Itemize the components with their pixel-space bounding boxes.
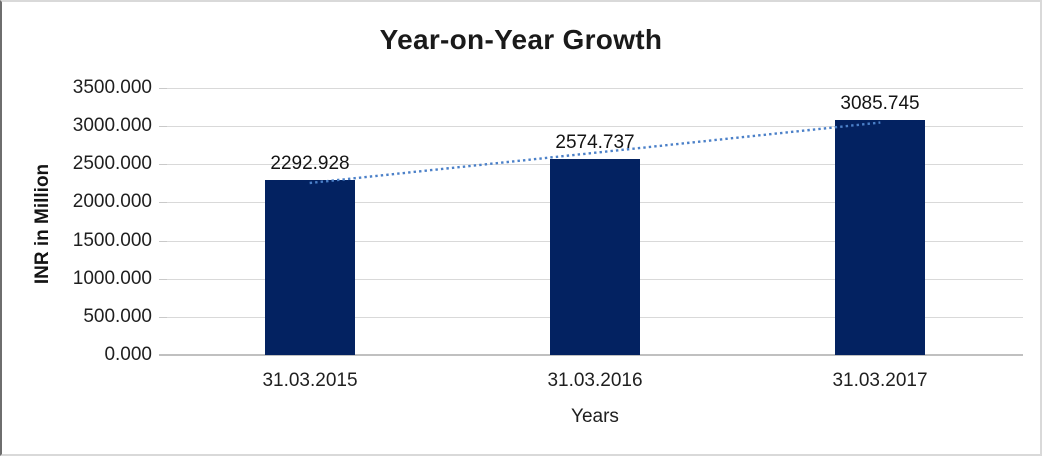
x-axis-line [159, 354, 1023, 356]
y-axis-tick-label: 1500.000 [72, 230, 152, 251]
y-axis-tick [159, 88, 167, 89]
y-axis-title: INR in Million [32, 163, 53, 285]
plot-area: 3500.000 3000.000 2500.000 2000.000 1500.000… [73, 77, 1023, 391]
bar-data-label: 2574.737 [555, 132, 635, 153]
y-axis-tick-label: 1000.000 [72, 268, 152, 289]
x-axis-tick-label: 31.03.2016 [547, 370, 643, 391]
y-axis-tick-label: 3500.000 [72, 77, 152, 98]
y-axis-tick [159, 164, 167, 165]
bar-data-label: 3085.745 [840, 93, 920, 114]
y-axis-tick [159, 279, 167, 280]
y-axis-tick [159, 202, 167, 203]
bar-data-label: 2292.928 [270, 153, 350, 174]
x-axis-tick-label: 31.03.2017 [832, 370, 928, 391]
chart-title: Year-on-Year Growth [379, 24, 663, 55]
gridline [167, 88, 1023, 89]
x-axis-tick-label: 31.03.2015 [262, 370, 358, 391]
bar [265, 180, 355, 355]
y-axis-tick [159, 126, 167, 127]
x-axis-title: Years [571, 406, 619, 427]
y-axis-tick-label: 0.000 [104, 344, 152, 365]
y-axis-tick-label: 500.000 [83, 306, 152, 327]
y-axis-tick-label: 2500.000 [72, 153, 152, 174]
y-axis-tick-label: 2000.000 [72, 191, 152, 212]
bar [835, 119, 925, 355]
y-axis-tick-label: 3000.000 [72, 115, 152, 136]
bar [550, 158, 640, 355]
y-axis-tick [159, 317, 167, 318]
y-axis-tick [159, 241, 167, 242]
